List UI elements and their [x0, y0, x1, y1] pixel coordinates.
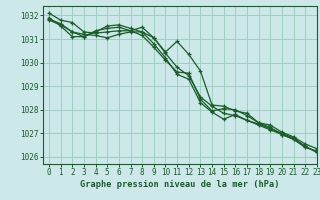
X-axis label: Graphe pression niveau de la mer (hPa): Graphe pression niveau de la mer (hPa) [80, 180, 280, 189]
